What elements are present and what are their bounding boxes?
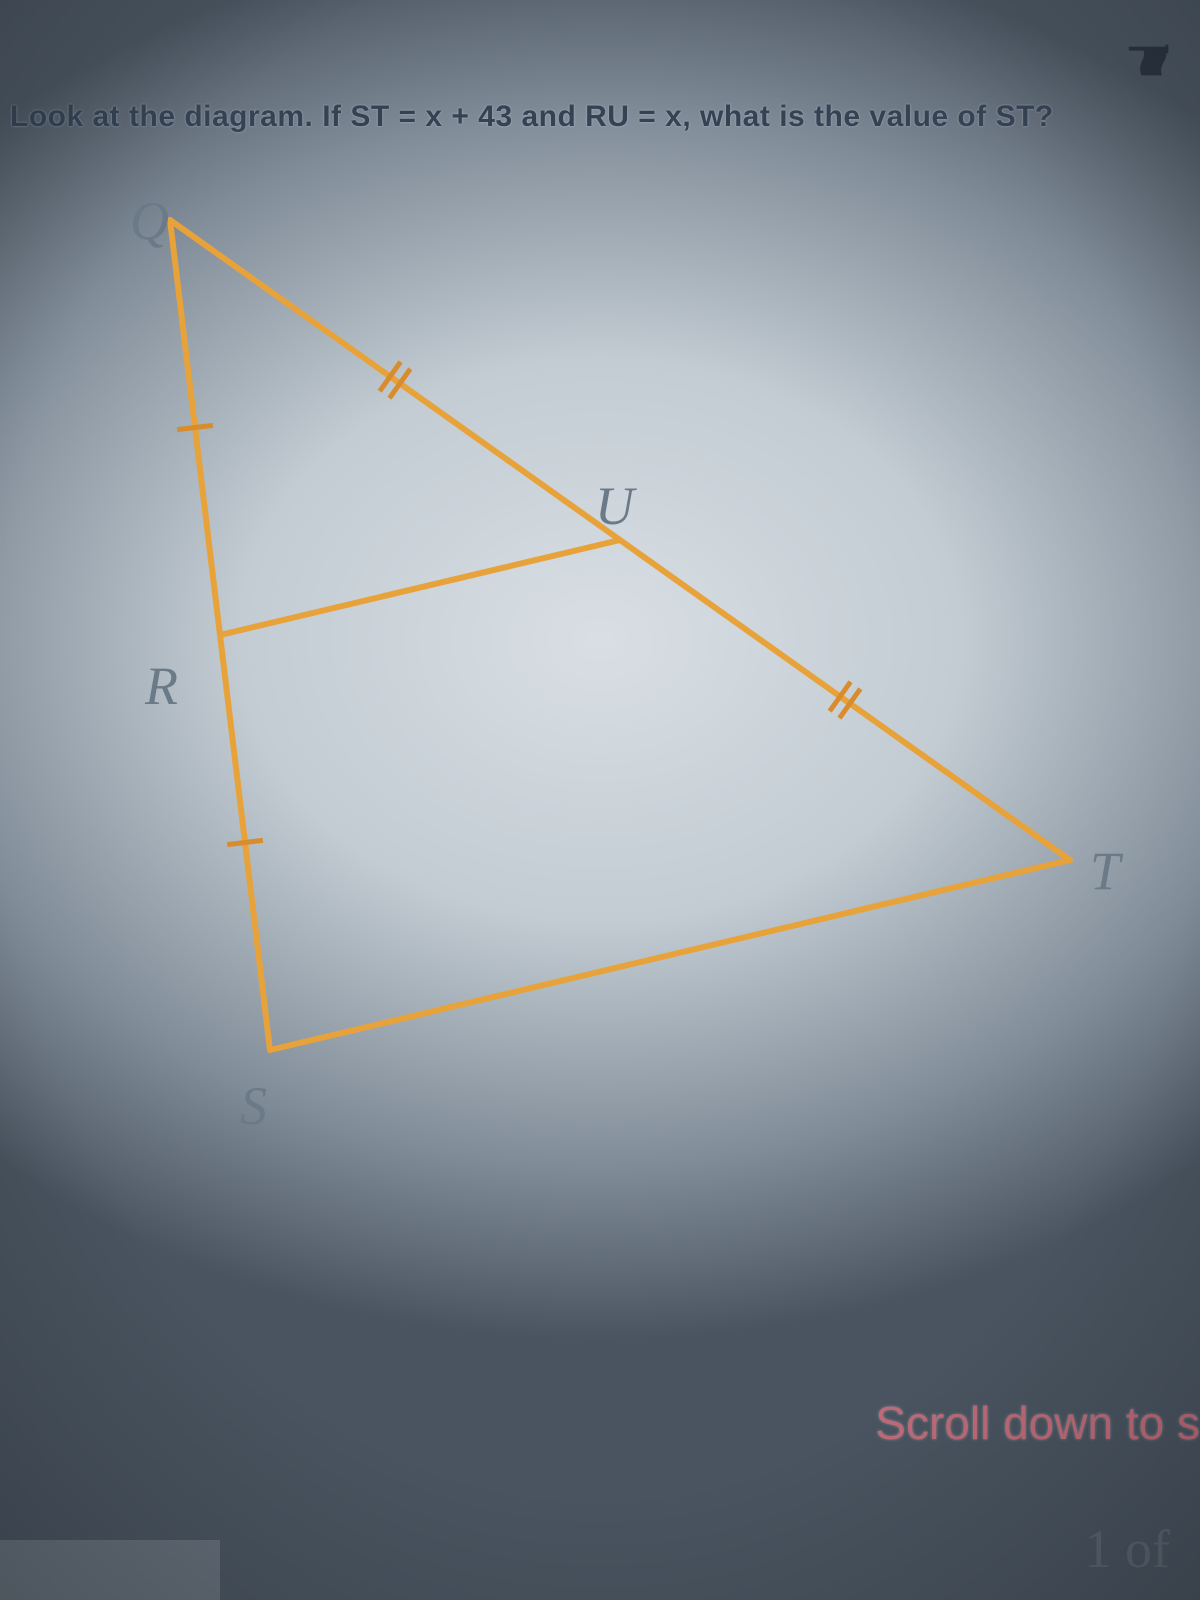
scroll-hint-text: Scroll down to s	[875, 1396, 1200, 1450]
bottom-bar	[0, 1540, 220, 1600]
point-label-u: U	[595, 475, 634, 537]
page-indicator: 1 of	[1085, 1518, 1170, 1580]
diagram-svg	[40, 180, 1160, 1130]
point-label-r: R	[145, 655, 178, 717]
question-text: Look at the diagram. If ST = x + 43 and …	[0, 100, 1200, 134]
flag-icon[interactable]: ⚑	[1117, 37, 1177, 84]
triangle-diagram: QSTRU	[40, 180, 1160, 1130]
point-label-q: Q	[130, 190, 169, 252]
point-label-s: S	[240, 1075, 267, 1137]
point-label-t: T	[1090, 840, 1120, 902]
